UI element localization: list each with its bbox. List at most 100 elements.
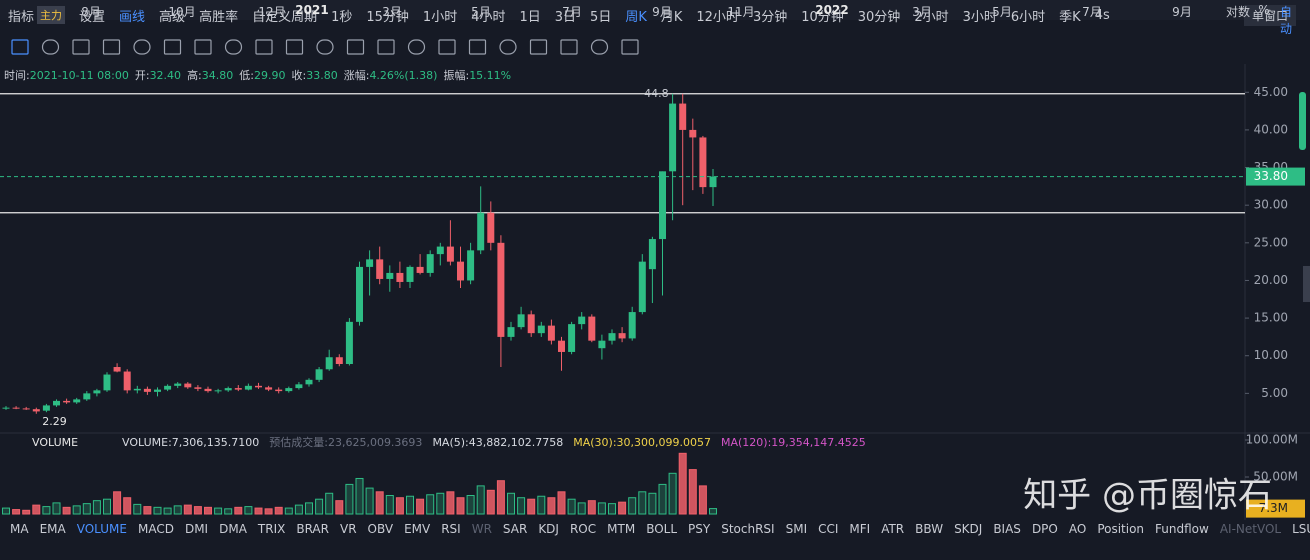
candle-body [588,316,596,341]
period[interactable]: 1秒 [331,9,353,25]
indicator-tab[interactable]: DMA [219,521,247,536]
tool-icon[interactable] [133,39,151,55]
candle-body [325,357,333,370]
axis-option[interactable]: % [1258,3,1270,17]
period[interactable]: 3小时 [962,9,997,25]
indicator-tab[interactable]: SMI [785,521,808,536]
tool-icon[interactable] [224,39,243,55]
indicator-tab[interactable]: DMI [184,521,209,536]
volume-tick-label: 50.00M [1253,470,1298,484]
indicator-tab[interactable]: ROC [569,521,597,536]
toolbar-item[interactable]: 高胜率 [199,9,239,25]
period[interactable]: 2小时 [914,9,949,25]
indicator-tab[interactable]: BRAR [296,521,329,536]
toolbar-item[interactable]: 自定义周期 [252,9,318,25]
tool-icon[interactable] [407,39,426,55]
tool-icon[interactable] [621,39,639,55]
indicator-tab[interactable]: MFI [849,521,871,536]
tool-icon[interactable] [255,39,273,55]
indicator-tab[interactable]: SKDJ [954,521,983,536]
volume-bar [688,469,697,515]
period[interactable]: 1小时 [422,9,458,25]
tool-icon[interactable] [560,39,578,55]
volume-bar [143,506,152,515]
indicator-tab[interactable]: EMA [39,521,66,536]
indicator-tab[interactable]: TRIX [257,521,286,536]
indicator-tab[interactable]: RSI [441,521,461,536]
tool-icon[interactable] [11,39,29,55]
tool-icon[interactable] [163,39,182,55]
indicator-tab[interactable]: DPO [1031,521,1058,536]
indicator-tab[interactable]: BOLL [646,521,678,536]
volume-bar [234,506,243,515]
period[interactable]: 10分钟 [801,9,844,25]
period[interactable]: 6小时 [1010,9,1046,25]
volume-bar [587,500,596,515]
indicator-tab[interactable]: KDJ [538,521,559,536]
volume-bar [638,491,647,515]
tool-icon[interactable] [499,39,517,55]
period[interactable]: 1日 [519,9,541,25]
tool-icon[interactable] [346,39,365,55]
indicator-tab[interactable]: WR [471,521,492,536]
period[interactable]: 5日 [590,9,612,25]
volume-bar [446,491,455,515]
indicator-tab[interactable]: StochRSI [721,521,775,536]
toolbar-item[interactable]: 画线 [119,9,146,25]
candle-body [366,259,374,267]
toolbar-item[interactable]: 高级 [159,9,186,25]
tool-icon[interactable] [590,39,609,55]
toolbar-item[interactable]: 设置 [79,9,106,25]
tool-icon[interactable] [41,39,60,55]
volume-bar [204,506,212,515]
indicator-tab[interactable]: MTM [607,521,636,536]
indicator-tab[interactable]: LSUR [1292,521,1310,536]
indicator-tab[interactable]: AO [1068,521,1087,536]
period[interactable]: 3分钟 [752,9,788,25]
candle-body [568,324,576,352]
period[interactable]: 30分钟 [857,9,901,25]
tool-icon[interactable] [285,39,304,55]
indicator-tab[interactable]: EMV [404,521,431,536]
toolbar-item[interactable]: 指标 [8,9,35,25]
indicator-tab[interactable]: ATR [881,521,905,536]
indicator-tab[interactable]: PSY [688,521,711,536]
window-button[interactable]: 单窗口 [1243,5,1296,26]
side-tab [1303,266,1310,302]
x-tick-label: 8月 [81,5,101,19]
tool-icon[interactable] [194,39,212,55]
indicator-tab[interactable]: VR [339,521,357,536]
tool-icon[interactable] [72,39,90,55]
tool-icon[interactable] [377,39,395,55]
indicator-tab[interactable]: AI-NetVOL [1219,521,1282,536]
period[interactable]: 周K [625,9,647,25]
indicator-tab[interactable]: SAR [502,521,528,536]
indicator-tab[interactable]: Position [1097,521,1145,536]
period[interactable]: 4s [1094,7,1110,23]
period[interactable]: 3日 [554,9,577,25]
indicator-tab[interactable]: BIAS [993,521,1021,536]
y-tick-label: 40.00 [1254,122,1288,136]
indicator-tab[interactable]: CCI [818,521,839,536]
axis-option[interactable]: 对数 [1225,5,1251,19]
volume-bar [32,504,41,515]
period[interactable]: 季K [1059,9,1081,25]
indicator-tab[interactable]: OBV [367,521,394,536]
indicator-tab[interactable]: MA [10,521,29,536]
indicator-tab[interactable]: BBW [915,521,944,536]
info-label: 低: [239,69,254,82]
tool-icon[interactable] [316,39,334,55]
period[interactable]: 12小时 [696,9,739,25]
axis-option[interactable]: 自动 [1280,5,1293,36]
tool-icon[interactable] [102,39,121,55]
period[interactable]: 4小时 [471,9,506,25]
tool-icon[interactable] [438,39,456,55]
tool-icon[interactable] [468,39,487,55]
high-note: 44.8 [644,87,669,100]
indicator-tab[interactable]: Fundflow [1155,521,1209,536]
period[interactable]: 15分钟 [366,9,409,25]
indicator-tab[interactable]: VOLUME [76,521,127,536]
tool-icon[interactable] [529,39,548,55]
indicator-tab[interactable]: MACD [137,521,174,536]
period[interactable]: 月K [660,9,683,25]
